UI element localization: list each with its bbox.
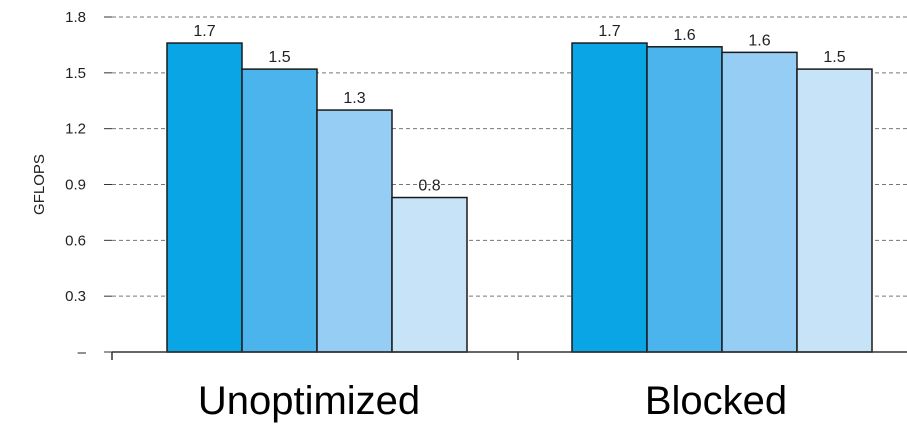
bar	[721, 51, 798, 353]
bar	[316, 109, 393, 353]
bars	[166, 42, 873, 353]
group-label: Unoptimized	[198, 379, 420, 423]
bar	[796, 68, 873, 353]
y-tick-label: 0.9	[65, 177, 86, 194]
bar-value-label: 1.5	[268, 49, 290, 66]
bar	[571, 42, 648, 353]
y-tick-label: –	[78, 344, 87, 361]
bar-value-label: 1.5	[823, 49, 845, 66]
y-tick-label: 1.2	[65, 121, 86, 138]
group-label: Blocked	[645, 379, 787, 423]
bar	[646, 46, 723, 353]
y-tick-label: 0.6	[65, 232, 86, 249]
bar	[241, 68, 318, 353]
y-tick-label: 1.8	[65, 9, 86, 26]
x-axis-ticks	[111, 352, 519, 360]
data-labels: 1.7 1.5 1.3 0.8 1.7 1.6 1.6 1.5	[193, 23, 845, 194]
bar-value-label: 1.3	[343, 90, 365, 107]
y-tick-label: 1.5	[65, 65, 86, 82]
group-labels: Unoptimized Blocked	[198, 379, 787, 423]
bar-value-label: 1.6	[748, 32, 770, 49]
y-tick-label: 0.3	[65, 288, 86, 305]
bar-value-label: 1.7	[193, 23, 215, 40]
bar-value-label: 0.8	[418, 178, 440, 195]
bar-value-label: 1.7	[598, 23, 620, 40]
y-axis-ticks: – 0.3 0.6 0.9 1.2 1.5 1.8	[65, 9, 112, 361]
bar	[166, 42, 243, 353]
bar-value-label: 1.6	[673, 27, 695, 44]
y-axis-title: GFLOPS	[31, 154, 48, 215]
bar	[391, 196, 468, 353]
